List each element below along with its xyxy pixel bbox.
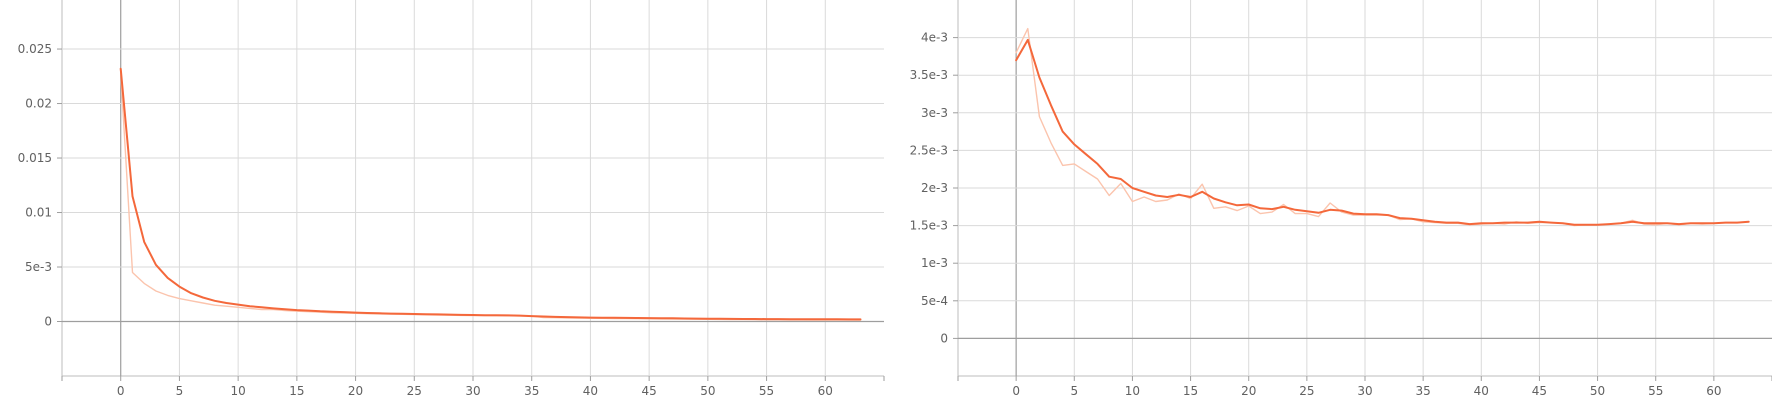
x-tick-label: 0 (1012, 384, 1020, 398)
x-tick-label: 20 (1241, 384, 1256, 398)
y-tick-label: 0.015 (18, 151, 52, 165)
x-tick-label: 30 (1357, 384, 1372, 398)
x-tick-label: 15 (289, 384, 304, 398)
x-tick-label: 30 (465, 384, 480, 398)
chart-panel-right: 0 5 10 15 20 25 30 35 40 45 50 55 60 0 5e-4 1e-3 1.5e-3 2… (910, 0, 1772, 398)
x-tick-label: 45 (642, 384, 657, 398)
x-tick-label: 10 (1125, 384, 1140, 398)
y-tick-label: 1e-3 (921, 256, 948, 270)
x-tick-label: 50 (1590, 384, 1605, 398)
x-tick-label: 5 (176, 384, 184, 398)
y-tick-label: 2e-3 (921, 181, 948, 195)
x-tick-label: 25 (1299, 384, 1314, 398)
y-tick-label: 5e-4 (921, 294, 948, 308)
x-tick-label: 55 (759, 384, 774, 398)
x-tick-label: 0 (117, 384, 125, 398)
x-tick-label: 40 (583, 384, 598, 398)
y-tick-label: 4e-3 (921, 31, 948, 45)
series-line-smoothed (119, 67, 862, 321)
y-tick-label: 5e-3 (25, 260, 52, 274)
x-tick-label: 20 (348, 384, 363, 398)
x-tick-label: 45 (1532, 384, 1547, 398)
y-tick-label: 1.5e-3 (910, 219, 948, 233)
x-tick-label: 15 (1183, 384, 1198, 398)
y-tick-label: 0 (940, 331, 948, 345)
series-line-raw (1015, 27, 1750, 227)
chart-panel-left: 0 5 10 15 20 25 30 35 40 45 50 55 60 0 5e-3 0.01 0.015 0.… (18, 0, 885, 398)
y-tick-label: 0 (44, 315, 52, 329)
x-tick-label: 35 (1416, 384, 1431, 398)
x-tick-label: 5 (1070, 384, 1078, 398)
x-tick-label: 40 (1474, 384, 1489, 398)
series-line-smoothed (1015, 38, 1750, 226)
y-tick-label: 0.025 (18, 42, 52, 56)
y-tick-label: 0.01 (25, 206, 52, 220)
y-tick-label: 2.5e-3 (910, 143, 948, 157)
x-tick-label: 10 (231, 384, 246, 398)
x-tick-label: 50 (700, 384, 715, 398)
x-tick-label: 35 (524, 384, 539, 398)
x-tick-label: 25 (407, 384, 422, 398)
series-line-raw (119, 71, 862, 321)
x-tick-label: 55 (1648, 384, 1663, 398)
x-tick-label: 60 (1706, 384, 1721, 398)
y-tick-label: 0.02 (25, 97, 52, 111)
x-tick-label: 60 (818, 384, 833, 398)
y-tick-label: 3.5e-3 (910, 68, 948, 82)
y-tick-label: 3e-3 (921, 106, 948, 120)
